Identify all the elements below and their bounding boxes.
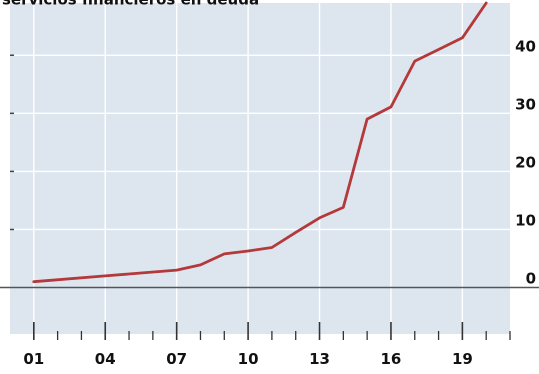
series-line xyxy=(32,1,488,284)
x-tick-label-1: 04 xyxy=(95,350,116,368)
x-tick-label-4: 13 xyxy=(309,350,330,368)
y-tick-label-1: 10 xyxy=(515,211,536,229)
chart-title: servicios financieros en deuda xyxy=(2,0,259,9)
x-tick-label-2: 07 xyxy=(166,350,187,368)
y-tick-label-3: 30 xyxy=(515,95,536,113)
y-tick-label-0: 0 xyxy=(526,270,536,288)
plot-background xyxy=(10,3,510,334)
y-tick-label-2: 20 xyxy=(515,153,536,171)
x-tick-label-6: 19 xyxy=(452,350,473,368)
y-tick-label-4: 40 xyxy=(515,37,536,55)
x-tick-label-0: 01 xyxy=(23,350,44,368)
x-tick-label-3: 10 xyxy=(238,350,259,368)
x-tick-label-5: 16 xyxy=(381,350,402,368)
